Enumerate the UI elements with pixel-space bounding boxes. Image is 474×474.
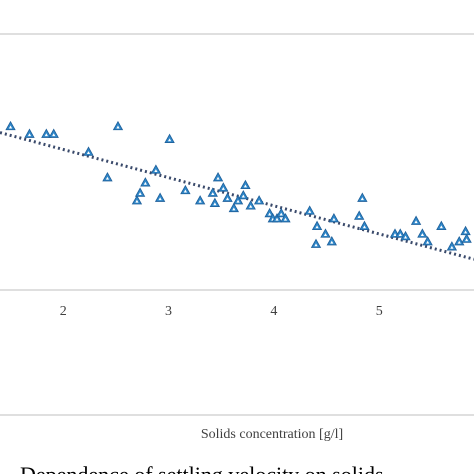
data-point-highlight [308,210,312,213]
x-tick-label: 4 [270,304,277,319]
data-point-highlight [249,204,253,208]
data-point-highlight [283,217,288,221]
data-point-highlight [216,176,220,180]
data-point-highlight [268,212,272,216]
trendline [0,131,474,261]
data-point-highlight [86,151,91,155]
data-points [5,120,472,251]
data-point-highlight [257,199,261,203]
data-point-highlight [44,133,48,137]
data-point-highlight [420,233,424,236]
data-point-highlight [275,217,279,221]
data-point-highlight [360,197,364,201]
data-point-highlight [426,240,430,244]
data-point-highlight [315,225,319,229]
data-point-highlight [213,202,217,206]
data-point-highlight [232,207,236,211]
data-point-highlight [167,138,172,142]
data-point-highlight [465,238,469,242]
data-point-highlight [457,240,461,244]
data-point-highlight [198,199,202,203]
data-point-highlight [27,133,32,137]
data-point-highlight [323,233,328,236]
data-point-highlight [463,230,468,234]
data-point-highlight [332,217,336,221]
data-point-highlight [243,184,248,188]
data-point-highlight [362,225,367,229]
x-tick-labels: 2 3 4 5 [60,304,383,319]
data-point-highlight [439,225,443,229]
figure-caption: Dependence of settling velocity on solid… [20,462,384,474]
data-point-highlight [8,125,13,129]
data-point-highlight [450,245,454,249]
data-point-highlight [357,215,361,219]
x-axis-label: Solids concentration [g/l] [201,427,343,442]
data-point-highlight [221,187,225,190]
x-tick-label: 2 [60,304,67,319]
data-point-highlight [143,181,147,185]
data-point-highlight [393,233,397,236]
x-tick-label: 3 [165,304,172,319]
data-point-highlight [398,233,402,236]
data-point-highlight [116,125,120,129]
data-point-highlight [241,194,245,198]
data-point-highlight [236,199,240,203]
data-point-highlight [403,235,408,239]
data-point-highlight [138,192,142,195]
data-point-highlight [154,169,158,172]
trendline-layer [0,131,474,261]
data-point-highlight [225,197,230,201]
data-point-highlight [183,189,187,193]
data-point-highlight [158,197,162,201]
data-point-highlight [414,220,418,224]
x-tick-label: 5 [376,304,383,319]
data-point-highlight [135,199,139,203]
data-point-highlight [279,212,283,216]
data-point-highlight [105,176,110,180]
data-point-highlight [211,192,215,195]
data-point-highlight [314,243,318,247]
data-point-highlight [330,240,334,244]
data-point-highlight [52,133,56,137]
